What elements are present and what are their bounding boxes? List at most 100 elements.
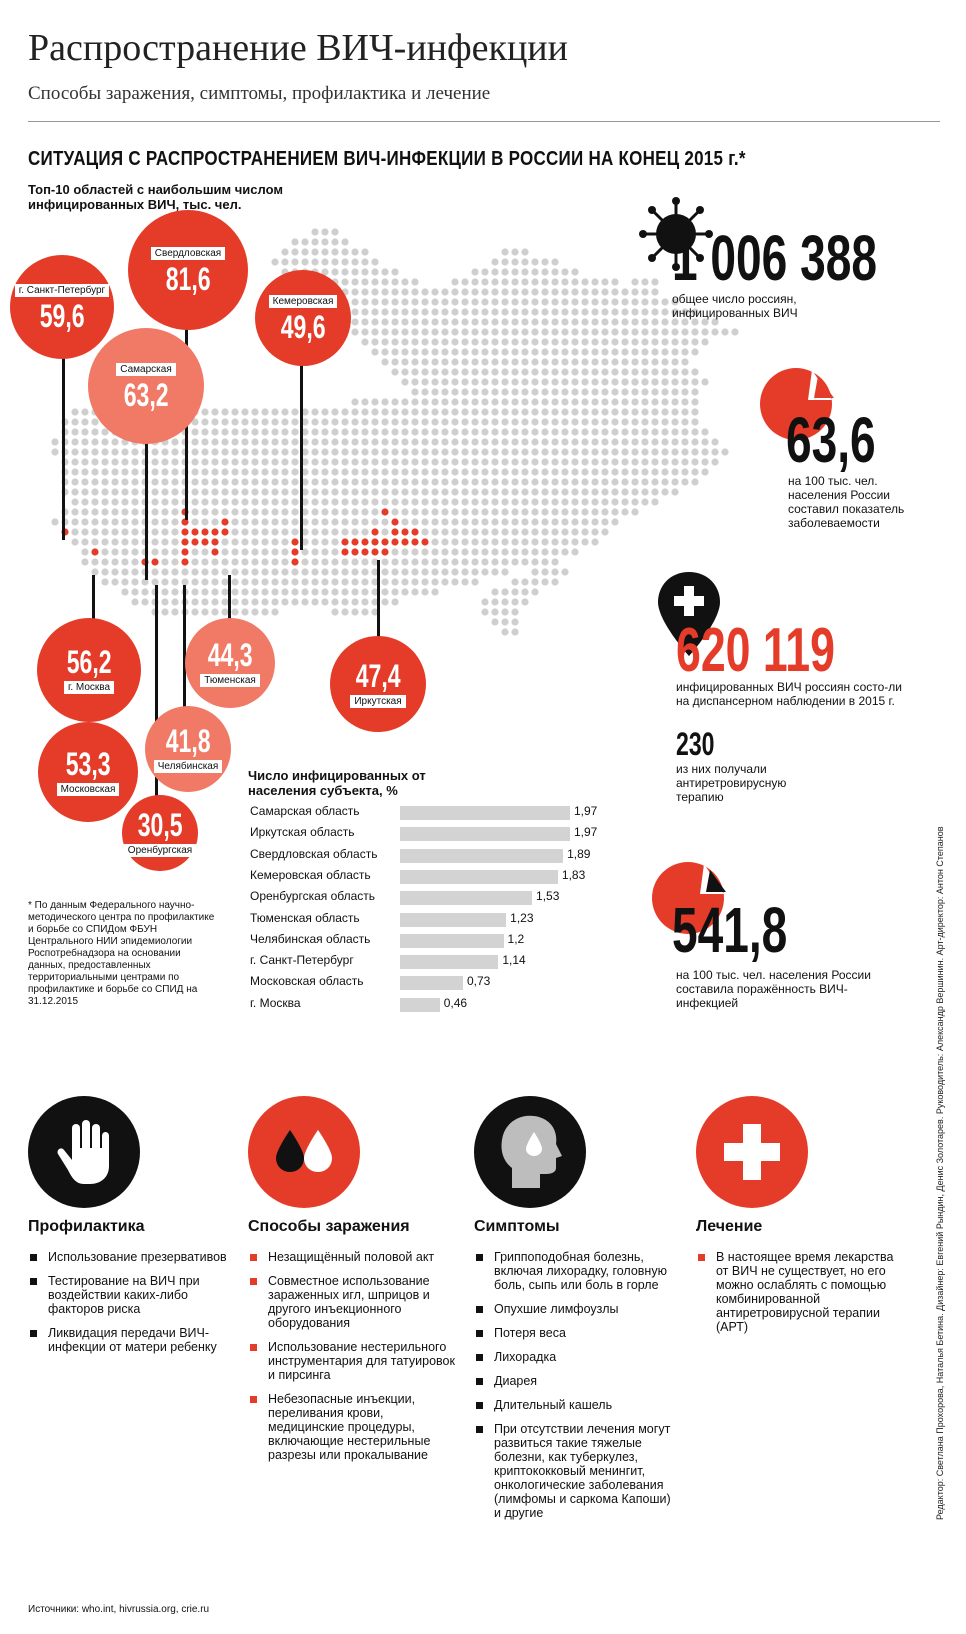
bar: [400, 827, 570, 842]
bar-category-label: Челябинская область: [250, 931, 371, 946]
region-value: 41,8: [165, 722, 211, 759]
art-text: из них получали антиретровирусную терапи…: [676, 762, 787, 804]
region-bubble-moscow: 56,2 г. Москва: [37, 618, 141, 722]
region-value: 81,6: [165, 260, 211, 297]
bar-row: Иркутская область 1,97: [250, 824, 610, 842]
region-value: 44,3: [207, 636, 253, 673]
region-value: 47,4: [355, 657, 401, 694]
bar-row: г. Санкт-Петербург 1,14: [250, 952, 610, 970]
bar-category-label: Самарская область: [250, 804, 360, 818]
bar-row: Самарская область 1,97: [250, 803, 610, 821]
bar-row: Московская область 0,73: [250, 973, 610, 991]
region-label: Свердловская: [150, 246, 226, 260]
bar-category-label: г. Москва: [250, 995, 301, 1010]
region-label: г. Москва: [63, 680, 115, 694]
total-infected-value: 1 006 388: [672, 222, 877, 294]
category-title-symptoms: Симптомы: [474, 1218, 560, 1235]
region-label: Самарская: [116, 362, 176, 376]
incidence-text: на 100 тыс. чел. населения России состав…: [788, 474, 905, 530]
region-bubble-orenburg: 30,5 Оренбургская: [122, 795, 198, 871]
stem-kemerovo: [300, 340, 303, 550]
bar: [400, 976, 463, 991]
region-value: 59,6: [39, 297, 85, 334]
bar-value-label: 0,73: [466, 974, 491, 989]
bar-value-label: 1,23: [510, 910, 534, 925]
bar-value-label: 1,97: [574, 825, 598, 840]
bar: [400, 891, 533, 906]
map-pin-plus-icon: [658, 572, 720, 656]
stem-moscow: [92, 575, 95, 630]
bar-row: Свердловская область 1,89: [250, 846, 610, 864]
registered-value: 620 119: [676, 616, 835, 685]
stem-orenburg: [155, 585, 158, 800]
region-value: 49,6: [280, 308, 326, 345]
symptoms-list: Гриппоподобная болезнь, включая лихорадк…: [474, 1250, 674, 1530]
bar-category-label: Кемеровская область: [250, 867, 371, 882]
list-item: Тестирование на ВИЧ при воздействии каки…: [28, 1274, 233, 1316]
stem-samara: [145, 420, 148, 580]
bar: [400, 806, 570, 820]
bar: [400, 869, 558, 884]
registered-text: инфицированных ВИЧ россиян состо-ли на д…: [676, 680, 902, 708]
pie-segment-icon: [652, 862, 726, 934]
bar-category-label: Оренбургская область: [250, 889, 376, 904]
bar-category-label: Тюменская область: [250, 910, 360, 925]
bar-row: Челябинская область 1,2: [250, 931, 610, 949]
list-item: При отсутствии лечения могут развиться т…: [474, 1422, 674, 1520]
list-item: Длительный кашель: [474, 1398, 674, 1412]
region-label: Оренбургская: [123, 843, 197, 857]
stem-chelyabinsk: [183, 585, 186, 710]
chart-title: Число инфицированных от населения субъек…: [248, 768, 426, 798]
region-bubble-samara: Самарская 63,2: [88, 328, 204, 444]
region-label: г. Санкт-Петербург: [14, 283, 110, 297]
footnote: * По данным Федерального научно-методиче…: [28, 900, 215, 1007]
credits: Редактор: Светлана Прохорова, Наталья Бе…: [935, 826, 945, 1521]
category-title-prevention: Профилактика: [28, 1218, 145, 1235]
region-label: Иркутская: [350, 694, 406, 708]
incidence-value: 63,6: [786, 404, 876, 476]
bar: [400, 933, 504, 948]
region-bubble-mo: 53,3 Московская: [38, 722, 138, 822]
region-bubble-tyumen: 44,3 Тюменская: [185, 618, 275, 708]
stem-tyumen: [228, 575, 231, 630]
list-item: Гриппоподобная болезнь, включая лихорадк…: [474, 1250, 674, 1292]
list-item: Небезопасные инъекции, переливания крови…: [248, 1392, 458, 1462]
region-value: 56,2: [66, 643, 112, 680]
bar-value-label: 1,53: [536, 889, 560, 904]
bar-category-label: Иркутская область: [250, 825, 355, 840]
stem-spb: [62, 345, 65, 540]
prevalence-value: 541,8: [672, 894, 788, 966]
bar-row: Тюменская область 1,23: [250, 910, 610, 928]
page-subtitle: Способы заражения, симптомы, профилактик…: [28, 83, 491, 104]
bar-category-label: г. Санкт-Петербург: [250, 953, 354, 968]
prevalence-text: на 100 тыс. чел. населения России состав…: [676, 968, 871, 1010]
medical-cross-icon: [696, 1096, 808, 1208]
blood-drops-icon: [248, 1096, 360, 1208]
region-bubble-kemerovo: Кемеровская 49,6: [255, 270, 351, 366]
region-value: 63,2: [123, 376, 169, 413]
top10-caption: Топ-10 областей с наибольшим числом инфи…: [28, 182, 283, 212]
category-title-treatment: Лечение: [696, 1218, 763, 1235]
head-sweat-icon: [474, 1096, 586, 1208]
treatment-list: В настоящее время лекарства от ВИЧ не су…: [696, 1250, 896, 1344]
region-bubble-irkutsk: 47,4 Иркутская: [330, 636, 426, 732]
pie-segment-icon: [760, 368, 834, 440]
total-infected-text: общее число россиян, инфицированных ВИЧ: [672, 292, 798, 320]
bar: [400, 848, 564, 863]
list-item: Совместное использование зараженных игл,…: [248, 1274, 458, 1330]
region-label: Тюменская: [200, 673, 260, 687]
bar: [400, 955, 499, 970]
region-label: Кемеровская: [268, 294, 338, 308]
list-item: Диарея: [474, 1374, 674, 1388]
bar-value-label: 1,2: [507, 931, 525, 946]
bar-row: Оренбургская область 1,53: [250, 888, 610, 906]
art-value: 230: [676, 726, 715, 762]
section-heading: СИТУАЦИЯ С РАСПРОСТРАНЕНИЕМ ВИЧ-ИНФЕКЦИИ…: [28, 148, 746, 170]
list-item: Использование презервативов: [28, 1250, 233, 1264]
list-item: Ликвидация передачи ВИЧ-инфекции от мате…: [28, 1326, 233, 1354]
region-bubble-sverdlovsk: Свердловская 81,6: [128, 210, 248, 330]
hand-stop-icon: [28, 1096, 140, 1208]
prevention-list: Использование презервативов Тестирование …: [28, 1250, 233, 1364]
list-item: Использование нестерильного инструментар…: [248, 1340, 458, 1382]
region-bubble-spb: г. Санкт-Петербург 59,6: [10, 255, 114, 359]
